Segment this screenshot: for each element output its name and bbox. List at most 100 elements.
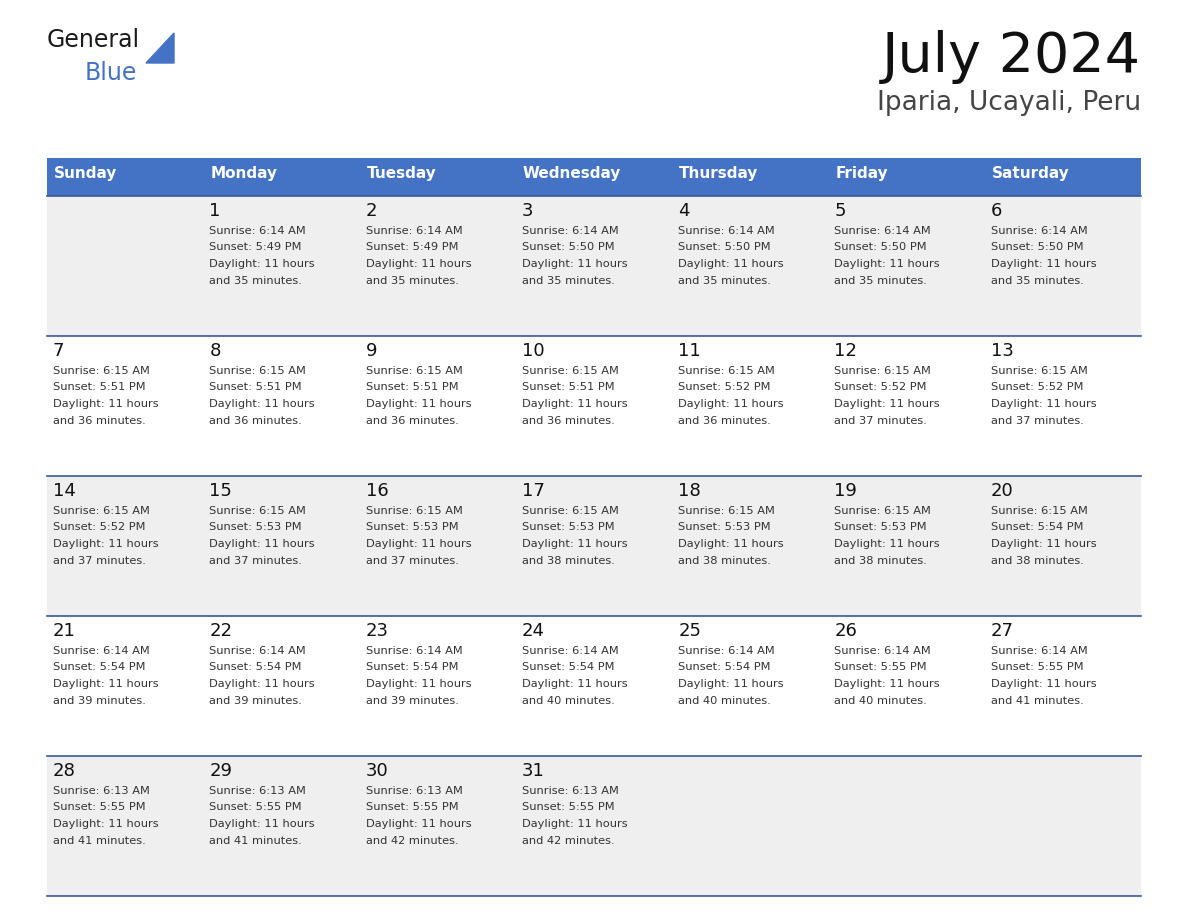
Text: Daylight: 11 hours: Daylight: 11 hours <box>209 539 315 549</box>
Text: Sunset: 5:54 PM: Sunset: 5:54 PM <box>209 663 302 673</box>
Bar <box>48 756 203 896</box>
Bar <box>360 616 516 756</box>
Text: Sunset: 5:55 PM: Sunset: 5:55 PM <box>522 802 614 812</box>
Text: and 35 minutes.: and 35 minutes. <box>991 275 1083 285</box>
Text: 22: 22 <box>209 622 233 640</box>
Bar <box>672 336 828 476</box>
Text: Daylight: 11 hours: Daylight: 11 hours <box>678 679 784 689</box>
Text: Sunrise: 6:14 AM: Sunrise: 6:14 AM <box>834 226 931 236</box>
Text: Daylight: 11 hours: Daylight: 11 hours <box>991 539 1097 549</box>
Text: Sunrise: 6:14 AM: Sunrise: 6:14 AM <box>209 226 307 236</box>
Bar <box>516 476 672 616</box>
Bar <box>203 158 360 196</box>
Text: 4: 4 <box>678 202 690 220</box>
Text: and 37 minutes.: and 37 minutes. <box>366 555 459 565</box>
Text: Sunset: 5:51 PM: Sunset: 5:51 PM <box>53 383 146 393</box>
Text: 15: 15 <box>209 482 232 500</box>
Text: Sunrise: 6:14 AM: Sunrise: 6:14 AM <box>678 226 775 236</box>
Bar <box>985 336 1140 476</box>
Text: Sunrise: 6:15 AM: Sunrise: 6:15 AM <box>991 366 1087 376</box>
Text: Daylight: 11 hours: Daylight: 11 hours <box>991 679 1097 689</box>
Text: Monday: Monday <box>210 166 277 181</box>
Text: Daylight: 11 hours: Daylight: 11 hours <box>991 259 1097 269</box>
Bar <box>828 756 985 896</box>
Bar <box>48 476 203 616</box>
Text: Sunset: 5:55 PM: Sunset: 5:55 PM <box>366 802 459 812</box>
Text: and 40 minutes.: and 40 minutes. <box>678 696 771 706</box>
Text: General: General <box>48 28 140 52</box>
Text: 19: 19 <box>834 482 858 500</box>
Text: 14: 14 <box>53 482 76 500</box>
Bar <box>48 616 203 756</box>
Text: and 35 minutes.: and 35 minutes. <box>834 275 928 285</box>
Text: 21: 21 <box>53 622 76 640</box>
Text: Sunrise: 6:14 AM: Sunrise: 6:14 AM <box>522 646 619 656</box>
Bar <box>516 196 672 336</box>
Bar <box>516 158 672 196</box>
Text: and 39 minutes.: and 39 minutes. <box>53 696 146 706</box>
Text: 23: 23 <box>366 622 388 640</box>
Text: Daylight: 11 hours: Daylight: 11 hours <box>834 679 940 689</box>
Text: Sunset: 5:51 PM: Sunset: 5:51 PM <box>366 383 459 393</box>
Text: Thursday: Thursday <box>680 166 758 181</box>
Text: Blue: Blue <box>86 61 138 85</box>
Text: 30: 30 <box>366 762 388 780</box>
Text: 25: 25 <box>678 622 701 640</box>
Bar <box>828 336 985 476</box>
Text: Wednesday: Wednesday <box>523 166 621 181</box>
Text: Sunset: 5:55 PM: Sunset: 5:55 PM <box>53 802 146 812</box>
Text: Daylight: 11 hours: Daylight: 11 hours <box>53 539 159 549</box>
Text: Sunset: 5:50 PM: Sunset: 5:50 PM <box>991 242 1083 252</box>
Bar <box>516 336 672 476</box>
Text: Sunrise: 6:15 AM: Sunrise: 6:15 AM <box>991 506 1087 516</box>
Text: 27: 27 <box>991 622 1013 640</box>
Text: Daylight: 11 hours: Daylight: 11 hours <box>522 399 627 409</box>
Text: 28: 28 <box>53 762 76 780</box>
Text: Sunset: 5:55 PM: Sunset: 5:55 PM <box>991 663 1083 673</box>
Text: Sunrise: 6:14 AM: Sunrise: 6:14 AM <box>834 646 931 656</box>
Bar <box>828 616 985 756</box>
Text: Daylight: 11 hours: Daylight: 11 hours <box>53 399 159 409</box>
Text: Sunrise: 6:14 AM: Sunrise: 6:14 AM <box>366 646 462 656</box>
Text: Sunset: 5:54 PM: Sunset: 5:54 PM <box>678 663 771 673</box>
Text: 29: 29 <box>209 762 233 780</box>
Text: Sunrise: 6:15 AM: Sunrise: 6:15 AM <box>678 506 775 516</box>
Text: 5: 5 <box>834 202 846 220</box>
Text: and 36 minutes.: and 36 minutes. <box>522 416 614 426</box>
Text: Daylight: 11 hours: Daylight: 11 hours <box>834 539 940 549</box>
Text: Daylight: 11 hours: Daylight: 11 hours <box>678 259 784 269</box>
Bar <box>203 336 360 476</box>
Text: July 2024: July 2024 <box>881 30 1140 84</box>
Text: and 41 minutes.: and 41 minutes. <box>53 835 146 845</box>
Bar <box>672 196 828 336</box>
Bar <box>985 196 1140 336</box>
Text: Sunset: 5:55 PM: Sunset: 5:55 PM <box>209 802 302 812</box>
Text: Sunrise: 6:14 AM: Sunrise: 6:14 AM <box>209 646 307 656</box>
Text: and 35 minutes.: and 35 minutes. <box>366 275 459 285</box>
Bar <box>672 476 828 616</box>
Bar <box>672 158 828 196</box>
Text: Daylight: 11 hours: Daylight: 11 hours <box>366 399 472 409</box>
Text: Sunrise: 6:15 AM: Sunrise: 6:15 AM <box>834 366 931 376</box>
Bar <box>985 476 1140 616</box>
Bar <box>360 158 516 196</box>
Text: Daylight: 11 hours: Daylight: 11 hours <box>522 819 627 829</box>
Text: and 38 minutes.: and 38 minutes. <box>678 555 771 565</box>
Text: and 36 minutes.: and 36 minutes. <box>53 416 146 426</box>
Text: 11: 11 <box>678 342 701 360</box>
Text: Sunrise: 6:14 AM: Sunrise: 6:14 AM <box>366 226 462 236</box>
Text: Sunset: 5:49 PM: Sunset: 5:49 PM <box>209 242 302 252</box>
Text: Sunrise: 6:14 AM: Sunrise: 6:14 AM <box>991 646 1087 656</box>
Bar <box>203 196 360 336</box>
Text: Sunrise: 6:14 AM: Sunrise: 6:14 AM <box>53 646 150 656</box>
Text: Sunset: 5:52 PM: Sunset: 5:52 PM <box>678 383 771 393</box>
Text: and 37 minutes.: and 37 minutes. <box>834 416 928 426</box>
Text: and 42 minutes.: and 42 minutes. <box>522 835 614 845</box>
Text: Daylight: 11 hours: Daylight: 11 hours <box>522 539 627 549</box>
Text: Sunset: 5:50 PM: Sunset: 5:50 PM <box>522 242 614 252</box>
Text: Sunset: 5:49 PM: Sunset: 5:49 PM <box>366 242 459 252</box>
Text: and 41 minutes.: and 41 minutes. <box>209 835 302 845</box>
Text: Sunrise: 6:14 AM: Sunrise: 6:14 AM <box>522 226 619 236</box>
Bar <box>360 196 516 336</box>
Bar <box>516 616 672 756</box>
